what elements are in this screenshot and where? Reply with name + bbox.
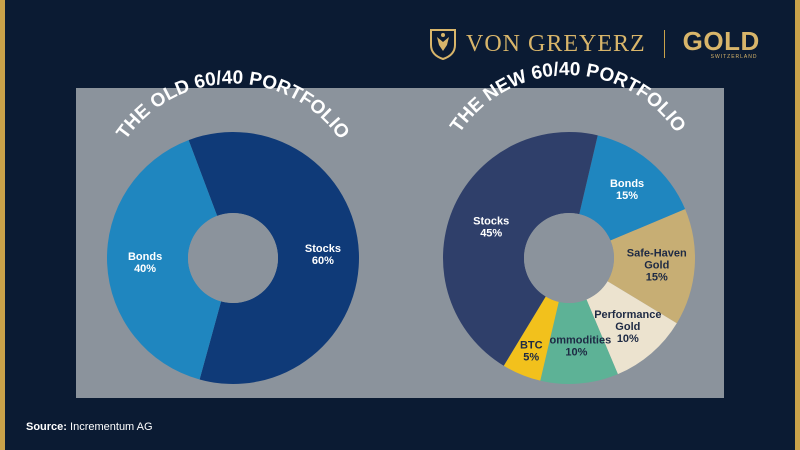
source-note: Source: Incrementum AG [26, 421, 153, 433]
slice-value-label: 10% [565, 347, 587, 359]
slice-commodities [540, 299, 618, 384]
slice-category-label: Performance [594, 309, 661, 321]
slice-bonds [579, 135, 686, 241]
chart-panel: Stocks 60% Bonds 40% Bonds 15% Safe-Haven Gold… [76, 59, 724, 398]
slice-value-label: 15% [616, 190, 638, 202]
slice-value-label: 45% [480, 227, 502, 239]
brand-divider [663, 30, 665, 58]
slice-category-label: Bonds [610, 178, 644, 190]
slice-value-label: 5% [523, 352, 539, 364]
slice-category-label: Commodities [542, 335, 612, 347]
slice-category-label: Gold [615, 321, 640, 333]
brand-header: VON GREYERZ GOLD SWITZERLAND [428, 28, 760, 60]
brand-name: VON GREYERZ [466, 30, 646, 57]
slice-safe-haven-gold [607, 209, 695, 324]
slice-value-label: 10% [617, 333, 639, 345]
slice-category-label: BTC [520, 340, 543, 352]
new-portfolio-title-text: THE NEW 60/40 PORTFOLIO [446, 59, 689, 136]
slice-value-label: 40% [134, 263, 156, 275]
new-portfolio-donut: Bonds15%Safe-HavenGold15%PerformanceGold… [443, 132, 695, 384]
slice-category-label: Stocks [305, 243, 341, 255]
slice-bonds [106, 140, 222, 380]
slice-category-label: Gold [644, 259, 669, 271]
source-label: Source: [26, 421, 67, 433]
right-accent-border [795, 0, 800, 450]
slice-btc [503, 296, 559, 381]
crest-icon [430, 29, 456, 60]
donut-hole [188, 213, 278, 303]
gold-switzerland-logo: GOLD SWITZERLAND [683, 28, 760, 60]
old-portfolio-title: THE OLD 60/40 PORTFOLIO [113, 67, 354, 143]
gold-logo-word: GOLD [682, 26, 760, 56]
slice-category-label: Bonds [128, 251, 162, 263]
slice-stocks [188, 132, 359, 384]
old-portfolio-title-text: THE OLD 60/40 PORTFOLIO [113, 67, 354, 143]
donut-hole [524, 213, 614, 303]
slice-value-label: 15% [646, 271, 668, 283]
new-portfolio-title: THE NEW 60/40 PORTFOLIO [446, 59, 689, 136]
slice-category-label: Safe-Haven [627, 247, 687, 259]
slice-stocks [443, 132, 598, 366]
left-accent-border [0, 0, 5, 450]
slice-performance-gold [586, 281, 677, 375]
gold-logo-subtitle: SWITZERLAND [710, 54, 758, 60]
slice-category-label: Stocks [473, 215, 509, 227]
source-value: Incrementum AG [70, 421, 153, 433]
slice-value-label: 60% [312, 255, 334, 267]
